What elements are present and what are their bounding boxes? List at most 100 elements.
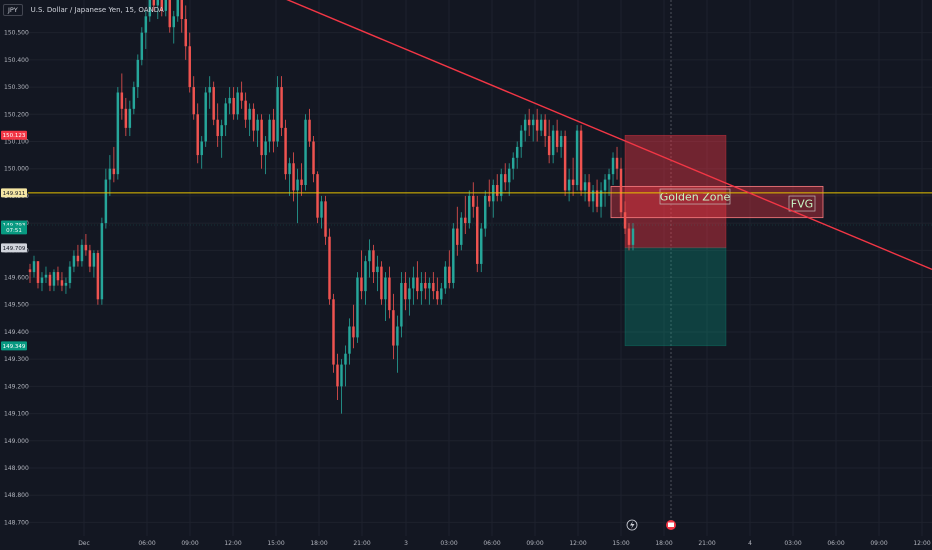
candle-body — [316, 174, 319, 218]
candle-body — [372, 250, 375, 273]
y-tick-label: 149.100 — [4, 411, 29, 418]
candle-body — [559, 136, 563, 147]
candle-body — [320, 201, 323, 218]
candle-body — [44, 274, 48, 278]
candle-body — [196, 114, 199, 156]
candle-body — [392, 310, 395, 346]
candle-body — [440, 288, 443, 300]
x-tick-label: 09:00 — [526, 540, 543, 547]
candle-body — [587, 182, 591, 202]
candle-body — [364, 261, 367, 292]
candle-body — [140, 32, 144, 60]
candle-body — [184, 19, 187, 47]
candle-body — [627, 228, 631, 245]
candle-body — [208, 87, 211, 93]
y-tick-label: 148.700 — [4, 519, 29, 526]
candle-body — [224, 103, 227, 126]
take-profit-zone[interactable] — [624, 247, 727, 347]
candle-body — [368, 250, 371, 262]
candle-body — [408, 288, 411, 300]
candle-body — [264, 141, 267, 156]
candle-body — [76, 255, 80, 262]
candle-body — [348, 326, 351, 354]
candle-body — [619, 168, 623, 213]
candle-body — [563, 136, 567, 191]
x-tick-label: 3 — [404, 540, 408, 547]
candle-body — [248, 108, 251, 120]
candle-body — [555, 130, 559, 147]
y-tick-label: 150.400 — [4, 57, 29, 64]
zone-annotations[interactable]: Golden Zone FVG — [610, 185, 824, 219]
price-tag-bg — [1, 341, 27, 351]
candle-body — [200, 141, 203, 156]
price-tag-label: 149.349 — [3, 344, 26, 350]
x-tick-label: 12:00 — [569, 540, 586, 547]
candle-body — [112, 168, 116, 175]
candle-body — [80, 244, 84, 262]
candle-body — [92, 253, 96, 267]
candle-body — [356, 277, 359, 338]
candle-body — [615, 157, 619, 169]
candle-body — [448, 266, 451, 283]
price-tag-bg — [1, 188, 27, 198]
time-axis[interactable]: Dec 06:00 09:00 12:00 15:00 18:00 21:00 3 03:00 0… — [78, 540, 931, 547]
candle-body — [472, 195, 475, 207]
candle-body — [212, 87, 215, 120]
candle-body — [36, 261, 40, 283]
candle-body — [268, 119, 271, 142]
x-tick-label: 12:00 — [224, 540, 241, 547]
x-tick-label: 15:00 — [612, 540, 629, 547]
candle-body — [599, 190, 603, 207]
y-tick-label: 150.100 — [4, 138, 29, 145]
candle-body — [152, 0, 156, 6]
candle-body — [567, 179, 571, 191]
y-tick-label: 150.500 — [4, 30, 29, 37]
candle-body — [468, 195, 471, 224]
candle-body — [328, 236, 331, 300]
candle-body — [116, 92, 120, 175]
x-tick-label: 21:00 — [698, 540, 715, 547]
candle-body — [108, 168, 112, 180]
chart-lines[interactable] — [28, 0, 932, 271]
flag-icon — [668, 522, 674, 527]
candle-body — [204, 92, 207, 142]
candle-body — [547, 136, 551, 156]
fvg-zone-box[interactable] — [610, 185, 824, 219]
candle-body — [344, 353, 347, 365]
event-icons[interactable] — [626, 519, 676, 531]
position-tool[interactable] — [624, 134, 727, 347]
candle-body — [551, 130, 555, 156]
candle-body — [611, 157, 615, 175]
candle-body — [276, 87, 279, 142]
candle-body — [244, 100, 247, 120]
candle-body — [523, 119, 527, 131]
candle-body — [28, 269, 32, 273]
trendline[interactable] — [262, 0, 932, 271]
x-tick-label: 06:00 — [138, 540, 155, 547]
candle-body — [480, 228, 483, 264]
candle-body — [64, 282, 68, 286]
y-tick-label: 149.300 — [4, 356, 29, 363]
candle-body — [296, 179, 299, 191]
candle-body — [292, 163, 295, 191]
candle-body — [60, 280, 64, 286]
candle-body — [100, 223, 104, 300]
price-tag-label: 150.123 — [3, 133, 26, 139]
candle-body — [456, 228, 459, 245]
candle-body — [360, 277, 363, 292]
candle-body — [380, 266, 383, 300]
y-tick-label: 149.400 — [4, 329, 29, 336]
candle-body — [575, 130, 579, 186]
candle-body — [144, 16, 148, 33]
price-tag-bg — [1, 243, 27, 253]
candle-body — [72, 255, 76, 267]
candle-body — [84, 244, 88, 251]
candle-body — [519, 130, 523, 147]
candle-body — [428, 282, 431, 289]
candle-body — [272, 119, 275, 142]
x-tick-label: 06:00 — [827, 540, 844, 547]
y-tick-label: 149.000 — [4, 438, 29, 445]
